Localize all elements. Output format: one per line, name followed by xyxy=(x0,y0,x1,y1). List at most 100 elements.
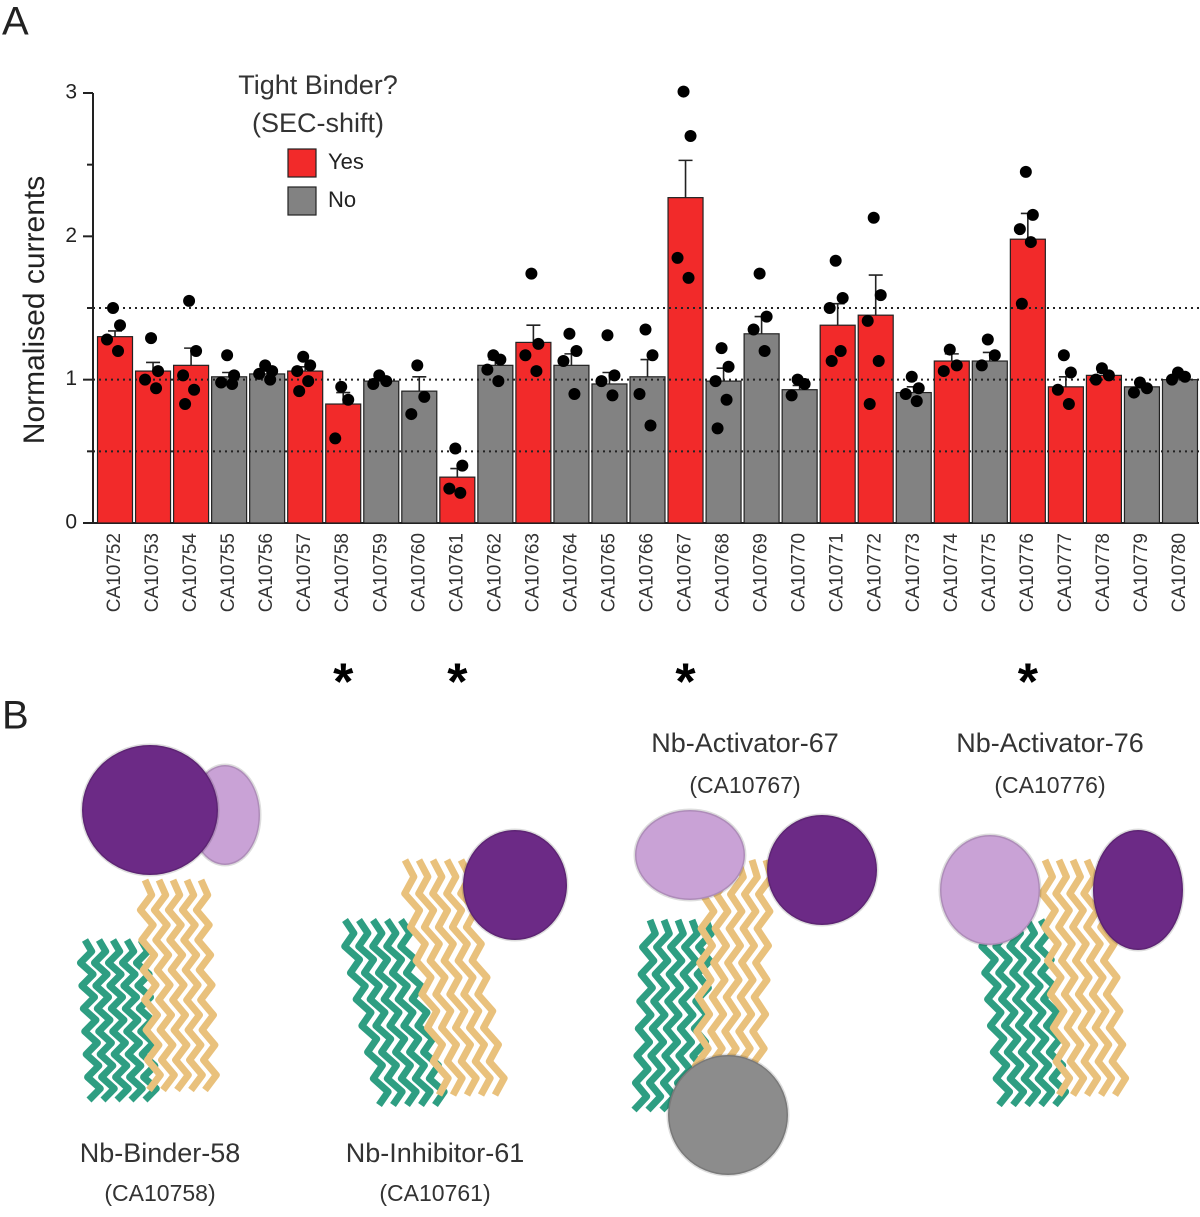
error-bar xyxy=(678,159,693,198)
data-point xyxy=(1026,208,1039,221)
y-tick-label: 1 xyxy=(65,367,77,390)
data-point xyxy=(342,393,355,406)
protein-surface xyxy=(666,1053,790,1177)
data-point xyxy=(861,314,874,327)
structures xyxy=(76,743,1185,1177)
bar xyxy=(477,364,514,524)
structure-name: Nb-Inhibitor-61 xyxy=(346,1138,525,1168)
x-tick-label: CA10779 xyxy=(1131,533,1152,612)
x-tick-label: CA10753 xyxy=(142,533,163,612)
significance-mark: * xyxy=(333,654,354,712)
x-tick-label: CA10771 xyxy=(827,533,848,612)
data-point xyxy=(1127,386,1140,399)
x-tick-label: CA10767 xyxy=(675,533,696,612)
helix xyxy=(104,938,132,1103)
data-point xyxy=(1064,366,1077,379)
helix xyxy=(192,878,220,1093)
data-point xyxy=(215,376,228,389)
x-tick-label: CA10768 xyxy=(713,533,734,612)
x-tick-label: CA10757 xyxy=(294,533,315,612)
data-point xyxy=(633,388,646,400)
bar xyxy=(211,376,248,524)
x-tick-label: CA10775 xyxy=(979,533,1000,612)
x-tick-label: CA10770 xyxy=(789,533,810,612)
x-tick-label: CA10752 xyxy=(104,533,125,612)
data-point xyxy=(834,345,847,357)
panel-label: B xyxy=(2,694,29,738)
data-point xyxy=(988,349,1001,362)
data-point xyxy=(1057,349,1070,362)
x-tick-label: CA10764 xyxy=(560,533,581,613)
data-point xyxy=(639,323,652,336)
data-point xyxy=(107,302,120,314)
structure-id: (CA10767) xyxy=(689,772,800,798)
data-point xyxy=(644,419,657,432)
structure-id: (CA10776) xyxy=(994,772,1105,798)
helix xyxy=(747,858,775,1103)
bar xyxy=(933,360,970,524)
bar xyxy=(591,383,628,524)
data-point xyxy=(492,375,505,388)
data-point xyxy=(867,211,880,224)
helix xyxy=(1034,918,1070,1108)
data-point xyxy=(684,130,697,142)
data-point xyxy=(1015,297,1028,310)
helix xyxy=(645,918,673,1113)
x-tick-label: CA10756 xyxy=(256,533,277,612)
helix xyxy=(1020,918,1056,1108)
helix xyxy=(369,918,420,1107)
x-tick-label: CA10760 xyxy=(408,533,429,612)
data-point xyxy=(677,85,690,98)
data-point xyxy=(532,337,545,350)
x-tick-label: CA10761 xyxy=(446,533,467,612)
helix xyxy=(90,938,118,1103)
data-point xyxy=(329,432,342,445)
helix xyxy=(383,918,434,1107)
helix xyxy=(341,918,392,1107)
data-point xyxy=(1019,165,1032,178)
data-point xyxy=(302,375,315,388)
data-point xyxy=(899,388,912,400)
helix xyxy=(429,858,480,1097)
data-point xyxy=(601,329,614,342)
data-point xyxy=(785,389,798,402)
data-point xyxy=(570,345,583,357)
data-point xyxy=(682,271,695,284)
helix xyxy=(118,938,146,1103)
structure-id: (CA10758) xyxy=(104,1180,215,1206)
bar xyxy=(743,333,780,524)
error-bar xyxy=(526,324,541,343)
data-point xyxy=(1089,373,1102,386)
x-tick-label: CA10755 xyxy=(218,533,239,612)
bar xyxy=(971,360,1008,524)
data-point xyxy=(114,319,127,332)
data-point xyxy=(253,367,266,380)
bar xyxy=(1009,238,1046,524)
y-axis-label: Normalised currents xyxy=(18,176,51,444)
data-point xyxy=(177,369,190,382)
bar xyxy=(325,403,362,524)
x-tick-label: CA10759 xyxy=(370,533,391,612)
x-tick-label: CA10766 xyxy=(637,533,658,612)
data-point xyxy=(753,267,766,280)
panel-label: A xyxy=(2,0,29,44)
data-point xyxy=(264,373,277,386)
x-tick-label: CA10778 xyxy=(1093,533,1114,612)
bar xyxy=(1047,386,1084,524)
protein-surface xyxy=(938,833,1042,947)
data-point xyxy=(297,350,310,363)
data-point xyxy=(411,359,424,372)
data-point xyxy=(646,349,659,362)
protein-surface xyxy=(1091,828,1185,952)
data-point xyxy=(1165,373,1178,386)
data-point xyxy=(530,365,543,378)
helix xyxy=(178,878,206,1093)
data-point xyxy=(291,365,304,378)
significance-mark: * xyxy=(1018,654,1039,712)
data-point xyxy=(226,377,239,390)
x-tick-label: CA10776 xyxy=(1017,533,1038,612)
helix xyxy=(164,878,192,1093)
data-point xyxy=(112,345,125,357)
helix xyxy=(397,918,448,1107)
